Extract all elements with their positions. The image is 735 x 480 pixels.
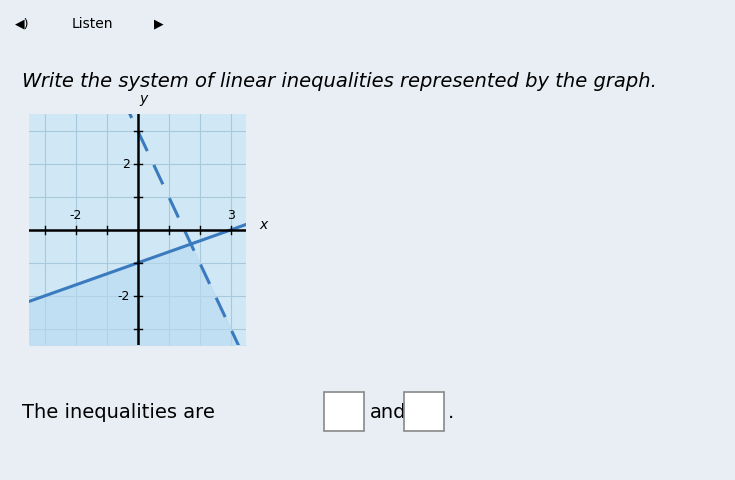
Bar	[404, 392, 444, 432]
Text: The inequalities are: The inequalities are	[22, 402, 215, 421]
Text: -2: -2	[118, 290, 130, 303]
Text: Write the system of linear inequalities represented by the graph.: Write the system of linear inequalities …	[22, 72, 657, 91]
Text: ▶: ▶	[154, 17, 164, 31]
Text: and: and	[370, 402, 406, 421]
Text: -2: -2	[70, 208, 82, 221]
Text: 3: 3	[227, 208, 234, 221]
Text: y: y	[139, 92, 148, 106]
Text: x: x	[259, 217, 268, 231]
Text: .: .	[448, 402, 453, 421]
Text: ◀): ◀)	[15, 17, 29, 31]
Text: 2: 2	[122, 158, 130, 171]
Bar	[324, 392, 364, 432]
Text: Listen: Listen	[72, 17, 113, 31]
